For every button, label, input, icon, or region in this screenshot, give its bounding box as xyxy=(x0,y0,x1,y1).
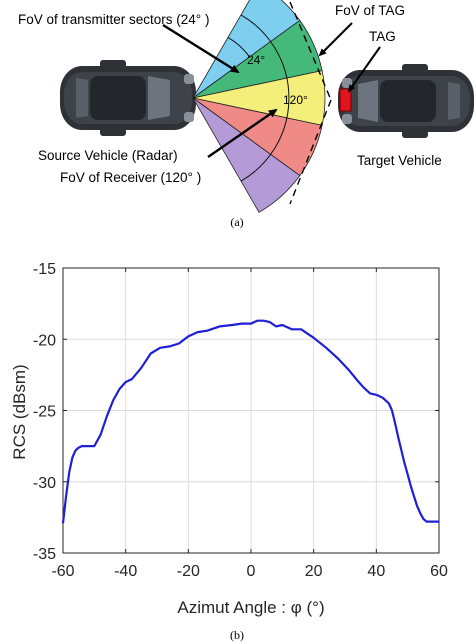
label-fov-transmitter: FoV of transmitter sectors (24° ) xyxy=(18,12,209,27)
x-tick-label: -40 xyxy=(114,563,137,580)
transmitter-sectors xyxy=(192,0,326,213)
label-tag: TAG xyxy=(369,29,396,44)
x-tick-label: 20 xyxy=(305,563,323,580)
source-vehicle-icon xyxy=(60,60,196,136)
transmitter-arrow xyxy=(162,23,240,74)
tag-fov-line-upper xyxy=(289,1,332,101)
x-tick-label: 60 xyxy=(430,563,448,580)
caption-a: (a) xyxy=(230,215,243,229)
tag-marker xyxy=(339,88,352,112)
chart-ticks xyxy=(62,267,440,554)
receiver-arrow xyxy=(207,108,278,158)
label-fov-tag: FoV of TAG xyxy=(335,3,405,18)
y-tick-label: -15 xyxy=(33,261,56,278)
x-axis-label: Azimut Angle : φ (°) xyxy=(177,598,324,617)
label-source-vehicle: Source Vehicle (Radar) xyxy=(38,148,178,163)
sector-5 xyxy=(192,97,301,213)
y-tick-label: -35 xyxy=(33,546,56,563)
tag-arrow xyxy=(347,46,381,93)
target-vehicle-icon xyxy=(338,64,474,138)
y-tick-label: -30 xyxy=(33,475,56,492)
y-axis-label: RCS (dBsm) xyxy=(10,364,29,459)
sector-angle-arc xyxy=(227,36,251,58)
tag-fov-line-lower xyxy=(289,99,332,205)
x-tick-label: -60 xyxy=(51,563,74,580)
y-tick-label: -20 xyxy=(33,332,56,349)
chart-tick-labels: -60 -40 -20 0 20 40 60 -15 -20 -25 -30 -35 xyxy=(33,261,448,580)
x-tick-label: -20 xyxy=(177,563,200,580)
tag-fov-arrow xyxy=(318,22,353,57)
label-fov-receiver: FoV of Receiver (120° ) xyxy=(60,170,201,185)
x-tick-label: 40 xyxy=(367,563,385,580)
caption-b: (b) xyxy=(230,628,244,642)
chart-grid xyxy=(63,268,439,553)
figure-a-diagram: FoV of transmitter sectors (24° ) FoV of… xyxy=(18,0,474,229)
label-target-vehicle: Target Vehicle xyxy=(357,153,442,168)
figure-b-chart: -60 -40 -20 0 20 40 60 -15 -20 -25 -30 -35 Azimut A… xyxy=(10,261,448,642)
y-tick-label: -25 xyxy=(33,404,56,421)
series-line-rcs xyxy=(61,319,439,524)
x-tick-label: 0 xyxy=(247,563,256,580)
label-sector-angle: 24° xyxy=(247,53,265,67)
receiver-angle-arc xyxy=(240,14,290,182)
label-receiver-angle: 120° xyxy=(283,93,308,107)
